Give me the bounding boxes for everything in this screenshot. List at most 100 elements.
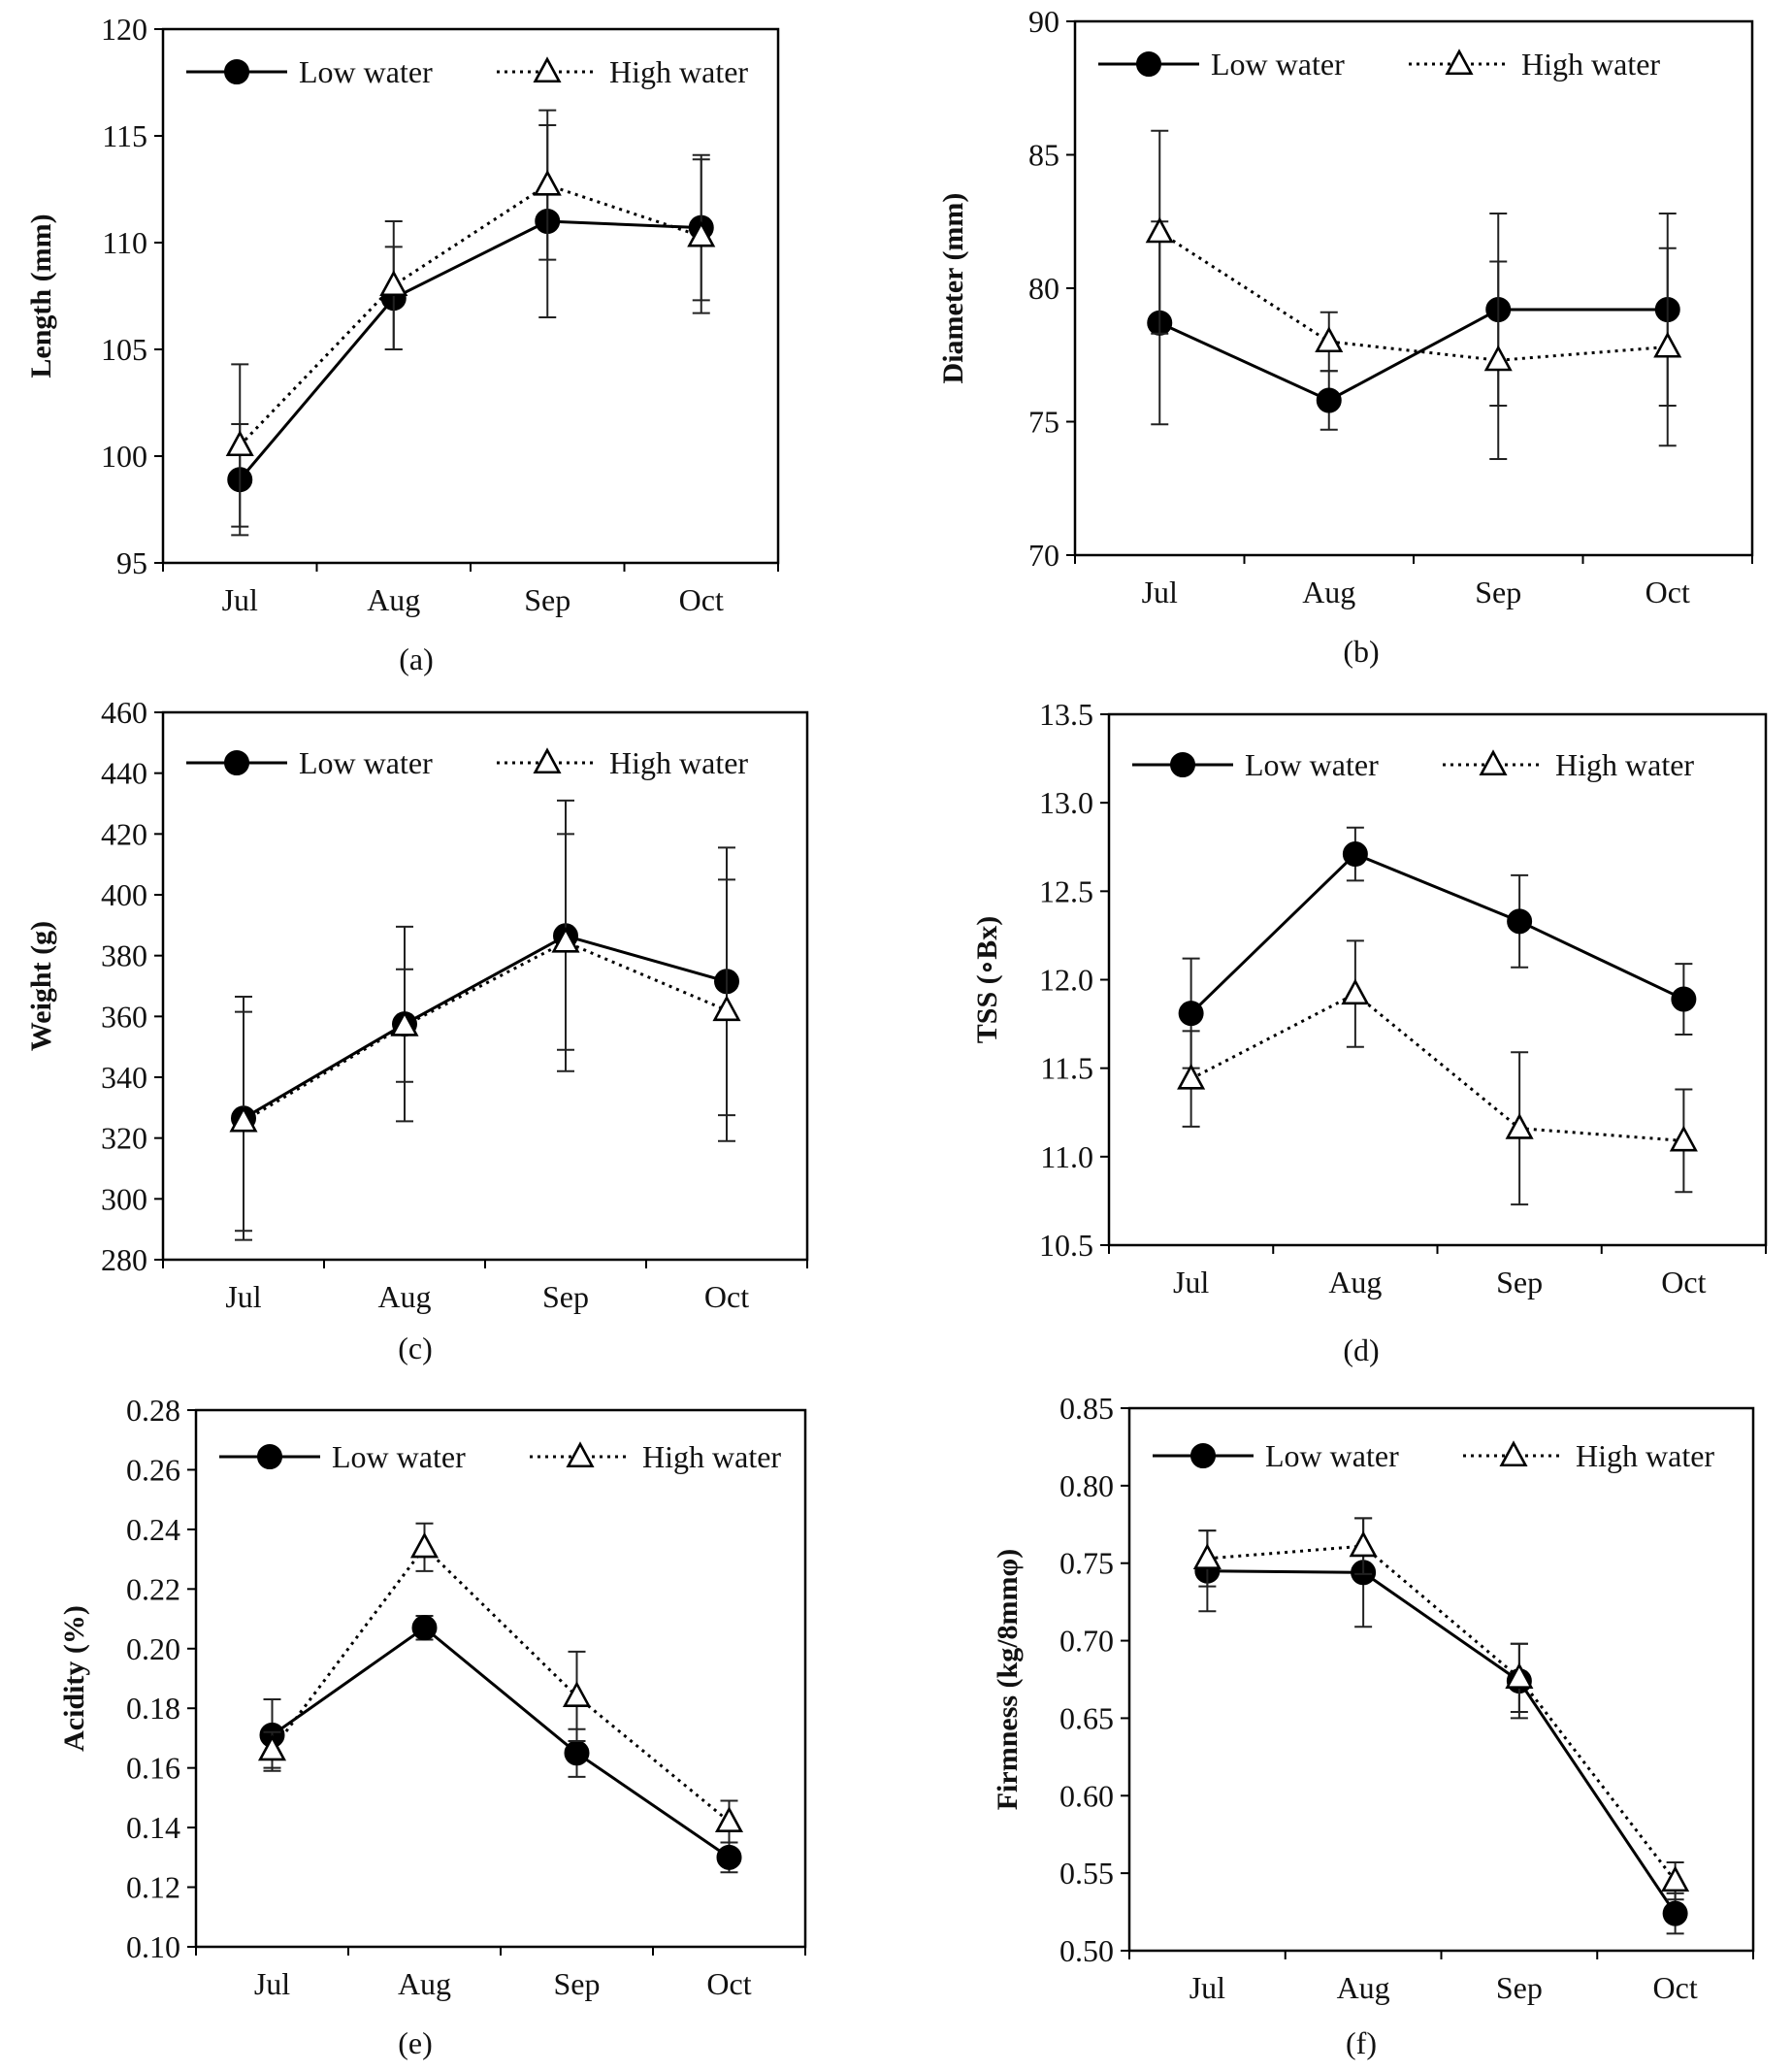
y-tick-label: 0.18 — [126, 1691, 180, 1726]
panel-label: (a) — [399, 641, 434, 676]
y-tick-label: 10.5 — [1039, 1228, 1093, 1263]
data-point-circle — [1507, 908, 1533, 935]
series-low-water — [1194, 1517, 1688, 1935]
data-point-triangle — [1315, 326, 1344, 353]
data-point-triangle — [225, 430, 254, 457]
plot-frame — [1107, 712, 1768, 1247]
y-tick-label: 0.28 — [126, 1393, 180, 1428]
panel-label: (e) — [398, 2025, 433, 2060]
data-point-circle — [1671, 986, 1697, 1012]
legend-marker-circle — [224, 750, 249, 775]
x-tick-label: Aug — [1302, 575, 1355, 609]
y-tick-label: 400 — [101, 877, 147, 912]
legend-marker-circle — [257, 1444, 282, 1469]
x-tick-label: Jul — [1142, 575, 1178, 609]
legend: Low water High water — [186, 54, 748, 89]
series-line — [1207, 1544, 1677, 1883]
legend-label-high-water: High water — [609, 745, 748, 780]
y-tick-label: 0.65 — [1059, 1700, 1114, 1735]
x-tick-label: Jul — [225, 1279, 261, 1314]
panel-label: (f) — [1346, 2025, 1377, 2060]
series-high-water — [225, 109, 716, 528]
legend: Low water High water — [1098, 47, 1660, 82]
y-tick-label: 320 — [101, 1121, 147, 1156]
series-line — [1158, 230, 1668, 362]
chart-panel-d: 10.5 11.0 11.5 12.0 12.5 13.0 13.5 Jul Aug Sep Oct… — [971, 697, 1768, 1367]
x-tick-label: Aug — [367, 582, 420, 617]
data-point-triangle — [1669, 1125, 1698, 1152]
plot-frame — [1073, 19, 1754, 557]
legend-marker-triangle — [533, 56, 562, 83]
y-tick-label: 80 — [1028, 271, 1059, 306]
y-axis-label: Acidity (%) — [58, 1605, 90, 1752]
x-tick-label: Oct — [704, 1279, 749, 1314]
y-tick-label: 420 — [101, 816, 147, 851]
y-tick-label: 0.55 — [1059, 1856, 1114, 1891]
legend-marker-circle — [1136, 51, 1161, 77]
series-line — [271, 1626, 731, 1859]
x-tick-label: Sep — [554, 1966, 601, 2001]
y-tick-label: 75 — [1028, 405, 1059, 440]
y-tick-label: 120 — [101, 12, 147, 47]
series-high-water — [1177, 939, 1698, 1206]
x-tick-label: Sep — [1496, 1265, 1543, 1299]
y-tick-label: 12.5 — [1039, 873, 1093, 908]
data-point-triangle — [1192, 1543, 1222, 1569]
data-point-circle — [1342, 841, 1368, 868]
legend-marker-circle — [1190, 1443, 1216, 1468]
legend-marker-triangle — [533, 747, 562, 774]
chart-panel-f: 0.50 0.55 0.60 0.65 0.70 0.75 0.80 0.85 Jul Aug Se… — [992, 1391, 1755, 2060]
data-point-triangle — [379, 270, 408, 297]
data-point-triangle — [1505, 1662, 1534, 1689]
data-point-triangle — [257, 1734, 287, 1761]
series-high-water — [1192, 1517, 1690, 1901]
data-point-triangle — [551, 926, 580, 953]
y-tick-label: 11.0 — [1040, 1139, 1093, 1174]
y-tick-label: 100 — [101, 439, 147, 474]
chart-panel-e: 0.10 0.12 0.14 0.16 0.18 0.20 0.22 0.24 0.26 0.28… — [58, 1393, 807, 2060]
series-high-water — [229, 833, 741, 1233]
y-axis-label: Length (mm) — [25, 214, 57, 378]
x-tick-label: Oct — [1653, 1970, 1698, 2005]
y-axis-label: TSS (∘Bx) — [971, 916, 1003, 1043]
x-tick-label: Oct — [1645, 575, 1690, 609]
y-axis-label: Firmness (kg/8mmφ) — [992, 1549, 1024, 1811]
y-tick-label: 0.10 — [126, 1929, 180, 1964]
y-tick-label: 13.5 — [1039, 697, 1093, 732]
plot-frame — [161, 710, 809, 1262]
series-low-water — [231, 799, 739, 1241]
legend-label-high-water: High water — [1555, 747, 1694, 782]
y-tick-label: 0.16 — [126, 1751, 180, 1786]
data-point-triangle — [714, 1806, 744, 1833]
data-point-triangle — [687, 220, 716, 247]
chart-panel-b: 70 75 80 85 90 Jul Aug Sep Oct Diameter (mm) (b) Lo… — [937, 4, 1754, 669]
chart-panel-a: 95 100 105 110 115 120 Jul Aug Sep Oct Length (mm)… — [25, 12, 780, 676]
y-tick-label: 0.22 — [126, 1571, 180, 1606]
data-point-triangle — [1145, 216, 1174, 244]
chart-panel-c: 280 300 320 340 360 380 400 420 440 460 Jul Aug Sep O… — [25, 695, 809, 1365]
data-point-triangle — [1349, 1530, 1378, 1558]
legend-marker-circle — [1170, 752, 1195, 777]
panel-label: (d) — [1343, 1332, 1379, 1367]
x-tick-label: Aug — [398, 1966, 451, 2001]
series-low-water — [259, 1614, 742, 1874]
data-point-triangle — [390, 1010, 419, 1036]
data-point-triangle — [1661, 1865, 1690, 1892]
y-tick-label: 300 — [101, 1181, 147, 1216]
data-point-triangle — [712, 995, 741, 1022]
data-point-triangle — [1483, 345, 1513, 372]
data-point-triangle — [1653, 331, 1682, 358]
plot-frame — [161, 27, 780, 565]
y-tick-label: 0.24 — [126, 1512, 180, 1547]
legend-marker-triangle — [566, 1441, 595, 1468]
legend-label-low-water: Low water — [1211, 47, 1345, 82]
x-tick-label: Aug — [1337, 1970, 1390, 2005]
legend-marker-circle — [224, 59, 249, 84]
data-point-triangle — [1341, 978, 1370, 1005]
series-line — [1189, 992, 1684, 1142]
x-tick-label: Oct — [706, 1966, 751, 2001]
plot-frame — [194, 1408, 807, 1949]
legend-marker-triangle — [1479, 749, 1508, 776]
series-low-water — [227, 124, 714, 537]
